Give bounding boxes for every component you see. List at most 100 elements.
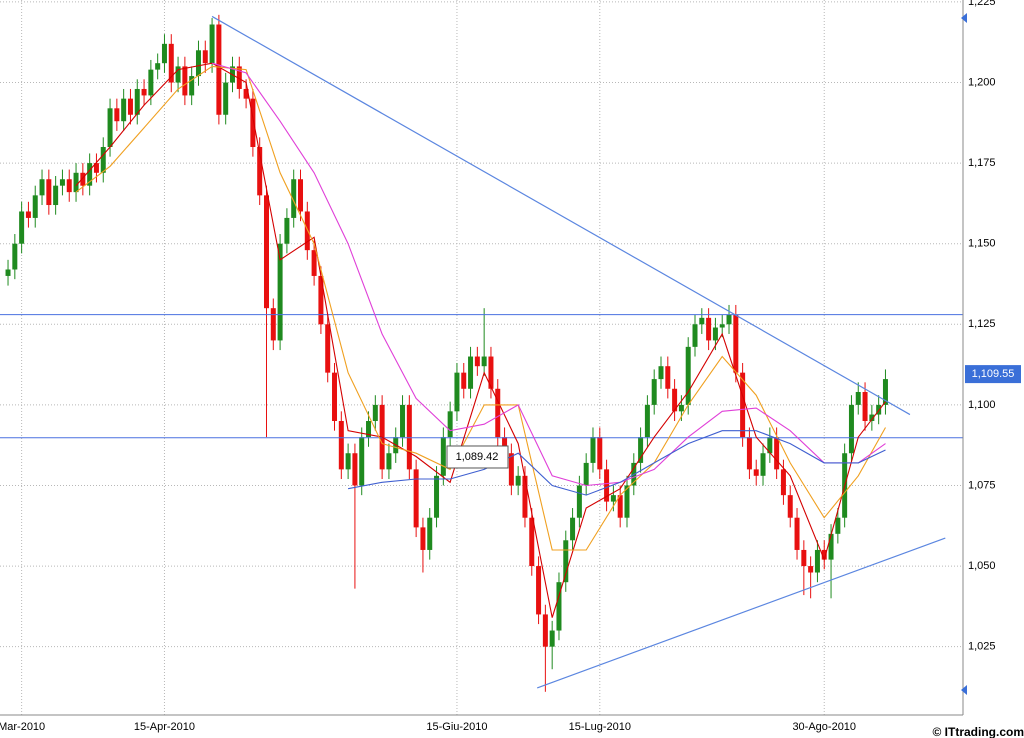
candle-body (270, 308, 276, 341)
candle-body (127, 98, 133, 115)
annotation-box (446, 445, 509, 469)
annotation-label: 1,089.42 (456, 451, 499, 463)
candle-body (223, 82, 229, 115)
candle-body (366, 421, 372, 438)
candle-body (5, 269, 11, 276)
x-tick-label: 15-Apr-2010 (134, 721, 195, 733)
candle-body (434, 475, 440, 518)
candle-body (549, 630, 555, 647)
candle-body (372, 404, 378, 422)
candle-body (508, 453, 514, 486)
candle-body (760, 453, 766, 476)
candle-body (461, 372, 467, 389)
price-label: 1,109.55 (972, 368, 1015, 380)
trendline (536, 537, 946, 689)
candle-body (665, 366, 671, 389)
candle-body (107, 108, 113, 147)
candle-body (774, 437, 780, 470)
candle-body (53, 185, 59, 206)
candle-body (556, 582, 562, 631)
candle-body (542, 614, 548, 647)
candle-body (87, 163, 93, 186)
candle-body (563, 540, 569, 583)
scroll-arrow[interactable] (961, 685, 967, 695)
candle-body (604, 469, 610, 502)
candle-body (726, 314, 732, 325)
candle-body (855, 391, 861, 405)
grid-layer (0, 0, 963, 715)
candle-body (481, 356, 487, 367)
candle-body (780, 469, 786, 496)
y-tick-label: 1,050 (968, 560, 996, 572)
candle-body (161, 43, 167, 64)
candle-body (828, 533, 834, 560)
candle-body (284, 217, 290, 244)
candle-body (175, 66, 181, 83)
candle-body (298, 179, 304, 212)
candle-body (19, 211, 25, 244)
candle-body (699, 317, 705, 325)
candle-body (583, 462, 589, 486)
candle-body (808, 566, 814, 573)
candle-body (277, 243, 283, 341)
candle-body (597, 437, 603, 470)
scroll-arrow[interactable] (961, 13, 967, 23)
candle-body (515, 475, 521, 486)
candle-body (236, 66, 242, 89)
y-tick-label: 1,075 (968, 479, 996, 491)
candle-body (209, 24, 215, 64)
candle-body (427, 517, 433, 550)
candle-body (814, 549, 820, 573)
candle-body (495, 388, 501, 438)
candle-body (263, 195, 269, 309)
candle-body (570, 517, 576, 541)
candle-body (733, 314, 739, 373)
x-tick-label: 15-Giu-2010 (426, 721, 487, 733)
candle-body (848, 404, 854, 454)
moving-average (347, 430, 886, 496)
candle-body (195, 50, 201, 77)
candle-body (522, 475, 528, 518)
candle-body (672, 388, 678, 412)
y-tick-label: 1,025 (968, 641, 996, 653)
y-tick-label: 1,125 (968, 318, 996, 330)
candle-body (168, 43, 174, 83)
candle-body (93, 163, 99, 173)
y-tick-label: 1,100 (968, 399, 996, 411)
candle-body (692, 324, 698, 347)
candle-body (345, 453, 351, 470)
candle-body (338, 421, 344, 470)
candle-body (216, 24, 222, 115)
candle-body (406, 404, 412, 470)
candle-body (536, 566, 542, 615)
candle-body (529, 517, 535, 567)
candle-body (767, 437, 773, 454)
candle-body (801, 549, 807, 567)
y-tick-label: 1,200 (968, 76, 996, 88)
candle-body (39, 179, 45, 196)
candle-body (794, 517, 800, 550)
candle-body (25, 211, 31, 218)
candle-body (719, 324, 725, 328)
candle-body (46, 179, 52, 206)
watermark: © ITtrading.com (932, 725, 1024, 738)
candle-body (502, 437, 508, 454)
candle-body (685, 346, 691, 405)
candle-body (114, 108, 120, 122)
candle-body (359, 437, 365, 486)
candle-body (658, 366, 664, 380)
candle-body (624, 485, 630, 518)
candle-body (440, 437, 446, 476)
candle-body (250, 98, 256, 147)
candle-body (617, 495, 623, 518)
candle-body (787, 495, 793, 518)
candle-body (202, 50, 208, 64)
candle-body (590, 437, 596, 463)
candle-body (882, 379, 888, 405)
candle-body (862, 391, 868, 422)
candle-body (291, 179, 297, 218)
y-tick-label: 1,225 (968, 0, 996, 8)
candle-body (66, 179, 72, 193)
candle-body (352, 453, 358, 486)
